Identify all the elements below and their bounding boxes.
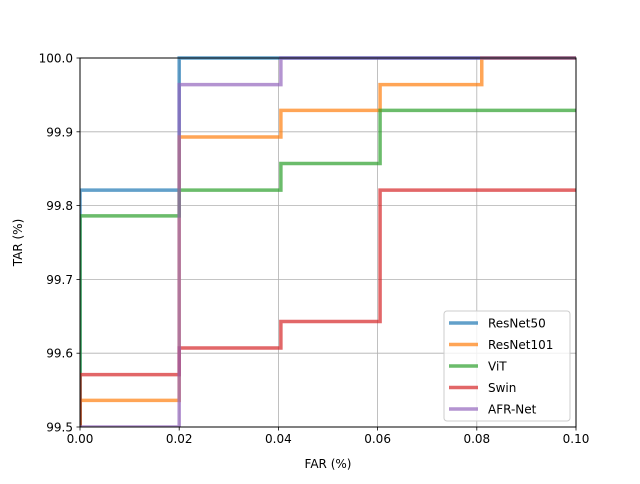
x-tick-label: 0.06 [364,432,391,446]
y-axis-title: TAR (%) [11,219,25,268]
x-tick-label: 0.10 [563,432,590,446]
legend-label-resnet50: ResNet50 [488,317,546,331]
x-tick-label: 0.08 [463,432,490,446]
ticks: 0.00 0.02 0.04 0.06 0.08 0.10 99.5 99.6 99.7 99.8… [39,52,590,447]
series-line-swin [80,188,576,427]
x-tick-label: 0.00 [67,432,94,446]
legend: ResNet50 ResNet101 ViT Swin AFR-Net [443,310,571,422]
y-tick-label: 99.7 [46,273,73,287]
legend-label-afr-net: AFR-Net [488,403,537,417]
series-line-vit [80,108,576,427]
legend-box [443,310,571,422]
y-tick-label: 99.9 [46,125,73,139]
legend-label-resnet101: ResNet101 [488,338,553,352]
y-tick-label: 99.6 [46,347,73,361]
y-tick-label: 99.8 [46,199,73,213]
legend-label-swin: Swin [488,381,516,395]
y-tick-label: 100.0 [39,52,73,66]
x-axis-title: FAR (%) [305,457,352,471]
legend-label-vit: ViT [488,360,507,374]
x-tick-label: 0.02 [166,432,193,446]
y-tick-label: 99.5 [46,421,73,435]
series-line-resnet101 [80,56,576,427]
x-tick-label: 0.04 [265,432,292,446]
plot-frame [79,57,577,428]
